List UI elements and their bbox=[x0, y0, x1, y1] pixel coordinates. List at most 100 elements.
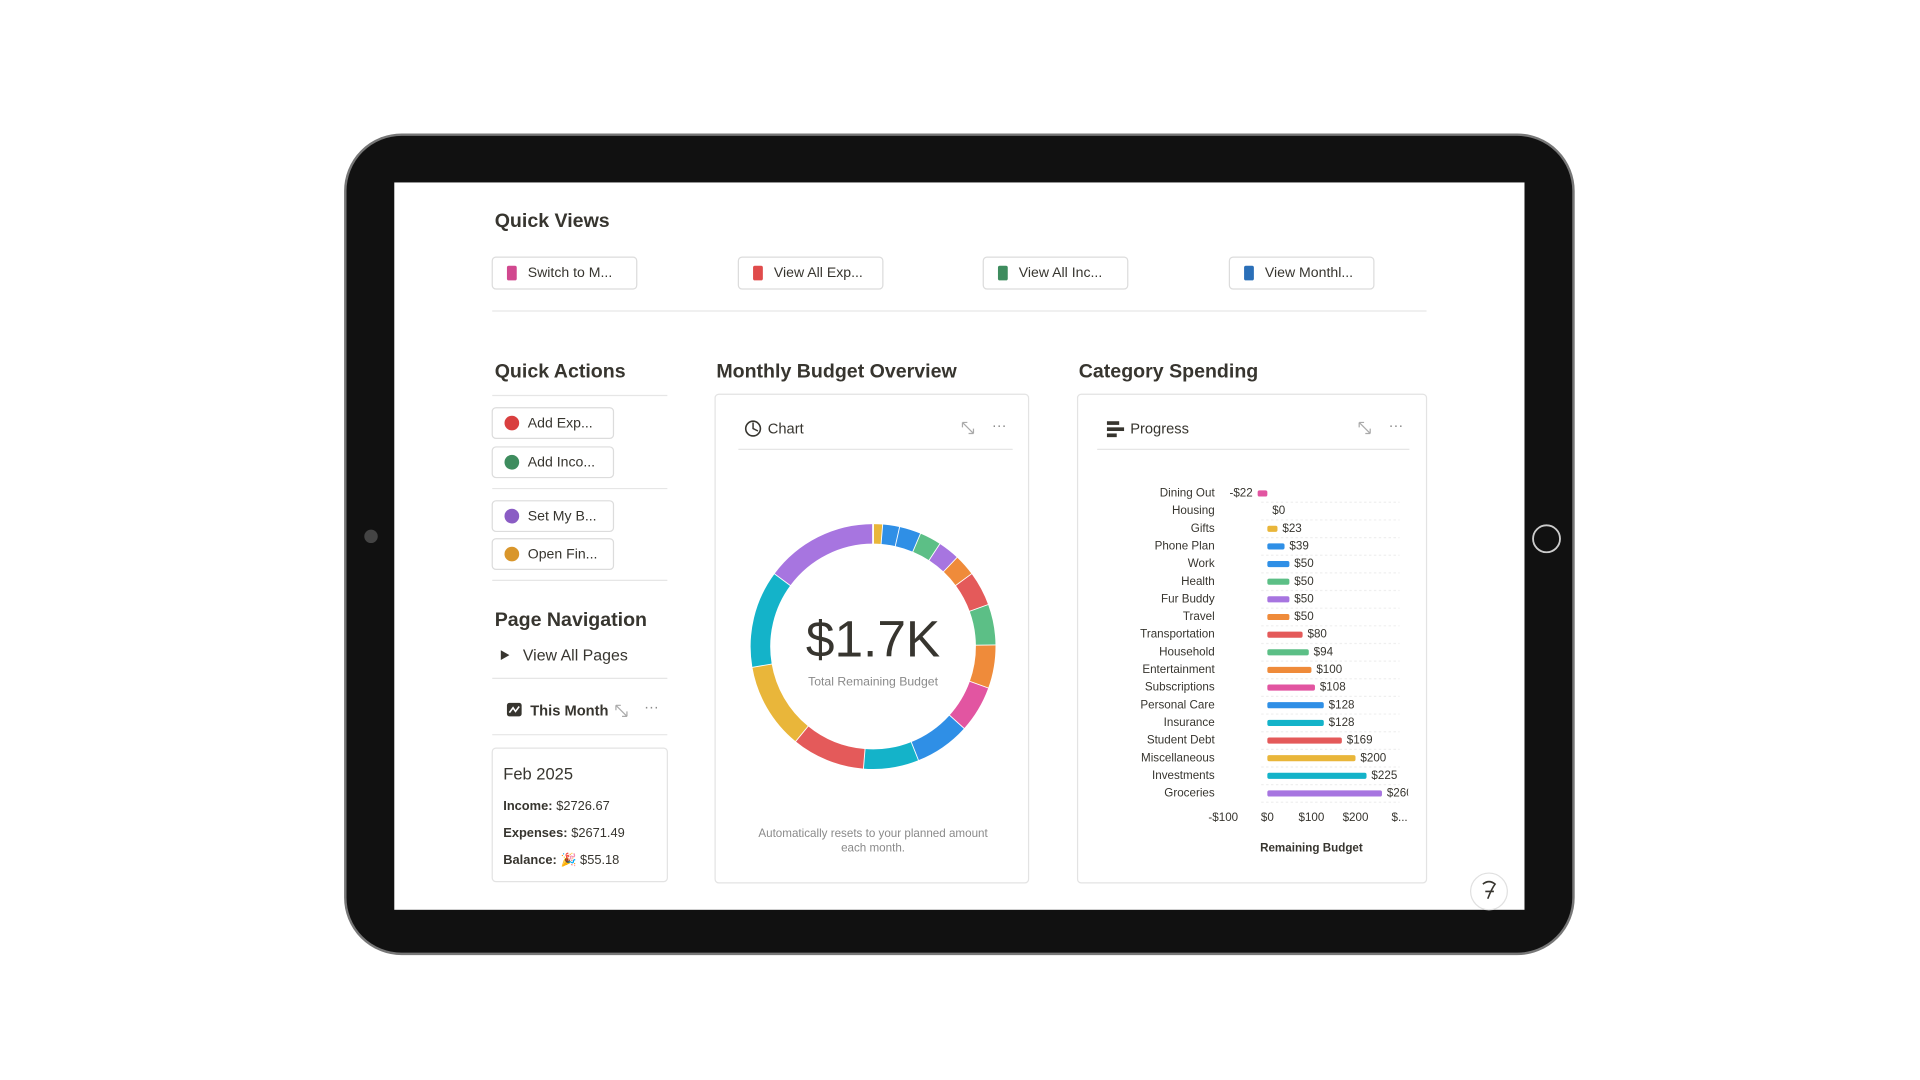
section-title: Monthly Budget Overview bbox=[716, 360, 957, 382]
button-icon bbox=[1244, 265, 1254, 281]
summary-row: Balance: 🎉 $55.18 bbox=[503, 852, 619, 868]
button-label[interactable]: View All Inc... bbox=[1019, 264, 1102, 280]
button-label[interactable]: Switch to M... bbox=[528, 264, 613, 280]
donut-segment bbox=[895, 527, 921, 552]
donut-segment bbox=[881, 524, 901, 547]
category-label: Phone Plan bbox=[1155, 539, 1215, 552]
button-icon bbox=[506, 265, 517, 281]
button[interactable] bbox=[491, 407, 615, 439]
category-label: Personal Care bbox=[1140, 698, 1214, 711]
bar bbox=[1267, 755, 1356, 762]
value-label: $260 bbox=[1387, 787, 1413, 800]
category-label: Miscellaneous bbox=[1141, 751, 1215, 764]
category-label: Gifts bbox=[1191, 522, 1215, 535]
view-icon bbox=[508, 706, 520, 714]
chart-card bbox=[714, 393, 1030, 884]
button-label[interactable]: Set My B... bbox=[528, 507, 597, 523]
more-icon[interactable]: ··· bbox=[644, 700, 659, 716]
value-label: $128 bbox=[1329, 698, 1355, 711]
row-value: $2671.49 bbox=[571, 825, 625, 840]
camera bbox=[364, 529, 378, 544]
category-label: Insurance bbox=[1164, 716, 1215, 729]
expand-icon[interactable] bbox=[1358, 421, 1371, 435]
bar bbox=[1257, 490, 1268, 497]
bar bbox=[1267, 666, 1312, 674]
button[interactable] bbox=[491, 500, 615, 533]
more-icon[interactable]: ··· bbox=[1389, 418, 1404, 434]
expand-icon[interactable] bbox=[961, 421, 975, 435]
button[interactable] bbox=[491, 446, 615, 479]
button[interactable] bbox=[491, 256, 638, 290]
view-tab[interactable]: This Month bbox=[530, 703, 608, 719]
button-label[interactable]: Add Exp... bbox=[528, 414, 593, 430]
donut-segment bbox=[795, 725, 865, 769]
value-label: $200 bbox=[1360, 751, 1386, 764]
bar bbox=[1267, 525, 1278, 532]
footnote: Automatically resets to your planned amo… bbox=[758, 827, 988, 840]
button[interactable] bbox=[982, 256, 1129, 290]
view-tab[interactable]: Chart bbox=[768, 422, 804, 438]
segment-gap bbox=[947, 714, 966, 731]
button[interactable] bbox=[491, 538, 615, 570]
button[interactable] bbox=[1228, 256, 1375, 290]
bar bbox=[1267, 631, 1303, 638]
bar bbox=[1267, 719, 1324, 726]
value-label: -$22 bbox=[1229, 487, 1252, 500]
help-icon[interactable] bbox=[1482, 880, 1497, 900]
value-label: $0 bbox=[1272, 504, 1285, 517]
button-label[interactable]: Open Fin... bbox=[528, 545, 598, 561]
button-icon bbox=[504, 454, 520, 470]
progress-icon bbox=[1106, 433, 1117, 438]
donut-segment bbox=[910, 715, 964, 761]
toggle-arrow[interactable] bbox=[500, 650, 510, 660]
toggle-label[interactable]: View All Pages bbox=[523, 648, 628, 665]
bar bbox=[1267, 578, 1290, 585]
bar bbox=[1267, 649, 1309, 656]
button-label[interactable]: View All Exp... bbox=[774, 264, 863, 280]
period: Feb 2025 bbox=[503, 764, 573, 783]
row-label: Balance: bbox=[503, 852, 557, 867]
donut-segment bbox=[774, 524, 874, 586]
row-value: 🎉 $55.18 bbox=[560, 852, 619, 868]
button-icon bbox=[504, 508, 520, 524]
chart-icon bbox=[752, 422, 759, 432]
category-label: Student Debt bbox=[1147, 734, 1216, 747]
donut-segment bbox=[949, 681, 989, 729]
progress-icon bbox=[1106, 427, 1125, 432]
more-icon[interactable]: ··· bbox=[992, 418, 1007, 434]
button-icon bbox=[753, 265, 763, 281]
progress-icon bbox=[1106, 421, 1120, 425]
x-tick-label: $100 bbox=[1298, 811, 1324, 824]
bar bbox=[1267, 772, 1367, 779]
segment-gap bbox=[894, 525, 902, 548]
category-label: Household bbox=[1159, 645, 1215, 658]
category-label: Groceries bbox=[1164, 787, 1215, 800]
donut-segment bbox=[969, 645, 996, 689]
button-label[interactable]: Add Inco... bbox=[528, 454, 595, 470]
donut-segment bbox=[750, 573, 791, 667]
donut-caption: Total Remaining Budget bbox=[808, 674, 939, 688]
chart-card bbox=[1076, 393, 1428, 884]
segment-gap bbox=[773, 571, 793, 587]
x-tick-label: $200 bbox=[1343, 811, 1369, 824]
category-label: Housing bbox=[1172, 504, 1215, 517]
bar bbox=[1267, 596, 1290, 603]
button[interactable] bbox=[737, 256, 884, 290]
value-label: $50 bbox=[1294, 557, 1314, 570]
button-label[interactable]: View Monthl... bbox=[1265, 264, 1353, 280]
donut-segment bbox=[862, 742, 919, 769]
value-label: $50 bbox=[1294, 610, 1314, 623]
expand-icon[interactable] bbox=[615, 704, 628, 717]
summary-card[interactable] bbox=[491, 747, 668, 883]
donut-segment bbox=[752, 663, 808, 742]
category-label: Fur Buddy bbox=[1161, 592, 1215, 605]
row-value: $2726.67 bbox=[556, 798, 610, 813]
value-label: $80 bbox=[1308, 628, 1328, 641]
section-title: Category Spending bbox=[1079, 360, 1258, 382]
segment-gap bbox=[909, 740, 920, 762]
bar bbox=[1267, 560, 1290, 568]
category-label: Investments bbox=[1152, 769, 1215, 782]
x-tick-label: -$100 bbox=[1208, 811, 1238, 824]
view-tab[interactable]: Progress bbox=[1130, 422, 1189, 438]
